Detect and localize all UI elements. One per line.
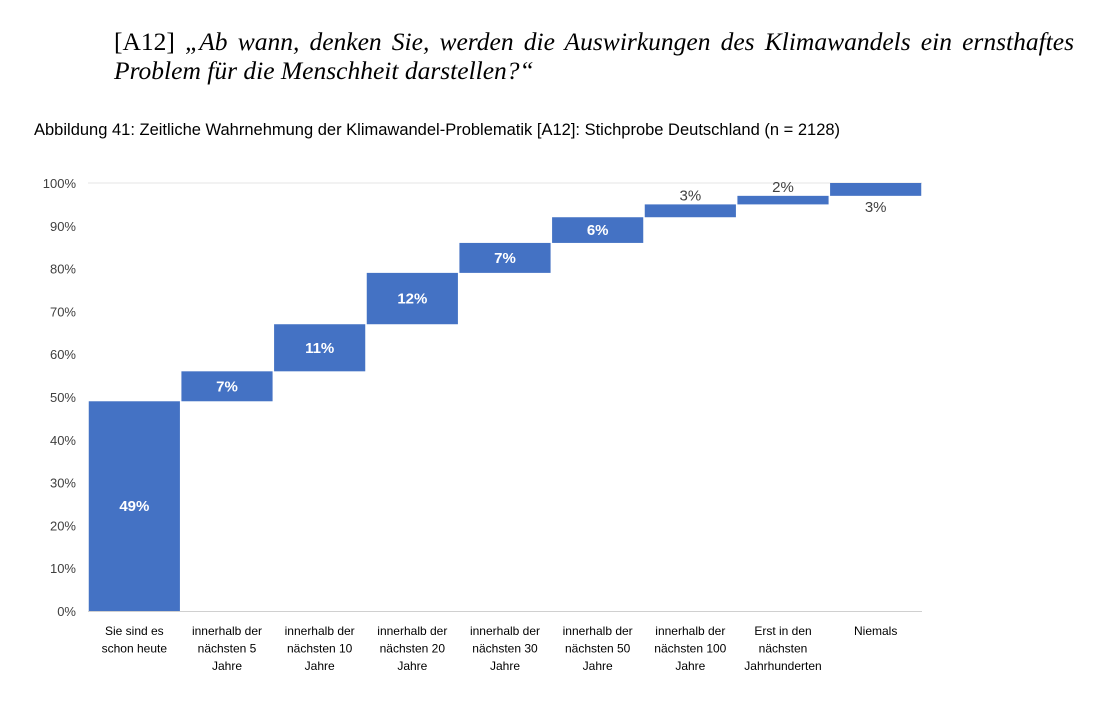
x-tick-label-line: Jahre (212, 659, 242, 673)
y-tick-label: 10% (50, 561, 76, 576)
y-tick-label: 90% (50, 219, 76, 234)
x-tick-label: Niemals (854, 624, 897, 638)
x-tick-label-line: nächsten 5 (198, 642, 257, 656)
bar (459, 242, 551, 273)
y-axis: 0% 10% 20% 30% 40% 50% 60% 70% 80% 90% 100% (43, 176, 922, 619)
x-tick-label: innerhalb der nächsten 10 Jahre (285, 624, 355, 673)
x-axis: Sie sind es schon heute innerhalb der nächs… (88, 611, 922, 673)
data-label: 3% (865, 199, 887, 216)
x-tick-label-line: innerhalb der (655, 624, 725, 638)
x-tick-label: innerhalb der nächsten 20 Jahre (377, 624, 447, 673)
question-id: [A12] (114, 27, 175, 56)
y-tick-label: 20% (50, 518, 76, 533)
bar (181, 371, 273, 402)
x-tick-label-line: Erst in den (754, 624, 811, 638)
x-tick-label-line: nächsten 100 (654, 642, 726, 656)
data-label: 11% (305, 340, 334, 357)
x-tick-label-line: nächsten 30 (472, 642, 538, 656)
data-label: 49% (119, 498, 149, 515)
x-tick-label-line: innerhalb der (470, 624, 540, 638)
x-tick-label: innerhalb der nächsten 30 Jahre (470, 624, 540, 673)
question-text: „Ab wann, denken Sie, werden die Auswirk… (114, 27, 1074, 85)
bar (830, 183, 922, 196)
y-tick-label: 0% (57, 604, 76, 619)
x-tick-label-line: Jahre (583, 659, 613, 673)
x-tick-label: Sie sind es schon heute (102, 624, 168, 656)
y-tick-label: 40% (50, 433, 76, 448)
y-tick-label: 60% (50, 347, 76, 362)
x-tick-label-line: nächsten 20 (380, 642, 446, 656)
y-tick-label: 70% (50, 304, 76, 319)
x-tick-label-line: innerhalb der (192, 624, 262, 638)
x-tick-label-line: Jahre (675, 659, 705, 673)
x-tick-label: Erst in den nächsten Jahrhunderten (744, 624, 821, 673)
bar (88, 401, 180, 611)
data-label: 3% (679, 187, 701, 204)
x-tick-label-line: nächsten 10 (287, 642, 353, 656)
x-tick-label-line: Sie sind es (105, 624, 164, 638)
data-label: 6% (587, 222, 609, 239)
x-tick-label-line: Jahre (397, 659, 427, 673)
y-tick-label: 50% (50, 390, 76, 405)
chart-title: Abbildung 41: Zeitliche Wahrnehmung der … (34, 121, 841, 139)
x-tick-label-line: innerhalb der (377, 624, 447, 638)
x-tick-label-line: nächsten (759, 642, 808, 656)
data-label: 2% (772, 179, 794, 196)
x-tick-label: innerhalb der nächsten 100 Jahre (654, 624, 726, 673)
bars: 49% 7% 11% 12% 7% 6% 3% 2% 3% (88, 179, 922, 611)
bar (552, 217, 644, 243)
x-tick-label-line: Jahre (490, 659, 520, 673)
bar (366, 272, 458, 325)
x-tick-label: innerhalb der nächsten 50 Jahre (563, 624, 633, 673)
y-tick-label: 30% (50, 476, 76, 491)
x-tick-label-line: nächsten 50 (565, 642, 631, 656)
x-tick-label-line: Jahre (305, 659, 335, 673)
data-label: 7% (494, 250, 516, 267)
y-tick-label: 100% (43, 176, 77, 191)
bar (274, 324, 366, 372)
y-tick-label: 80% (50, 262, 76, 277)
data-label: 7% (216, 378, 238, 395)
x-tick-label-line: Niemals (854, 624, 897, 638)
data-label: 12% (397, 291, 427, 308)
x-tick-label-line: Jahrhunderten (744, 659, 821, 673)
x-tick-label-line: innerhalb der (563, 624, 633, 638)
x-tick-label: innerhalb der nächsten 5 Jahre (192, 624, 262, 673)
bar (737, 195, 829, 205)
bar (644, 204, 736, 218)
x-tick-label-line: innerhalb der (285, 624, 355, 638)
survey-question: [A12] „Ab wann, denken Sie, werden die A… (114, 27, 1074, 85)
x-tick-label-line: schon heute (102, 642, 168, 656)
